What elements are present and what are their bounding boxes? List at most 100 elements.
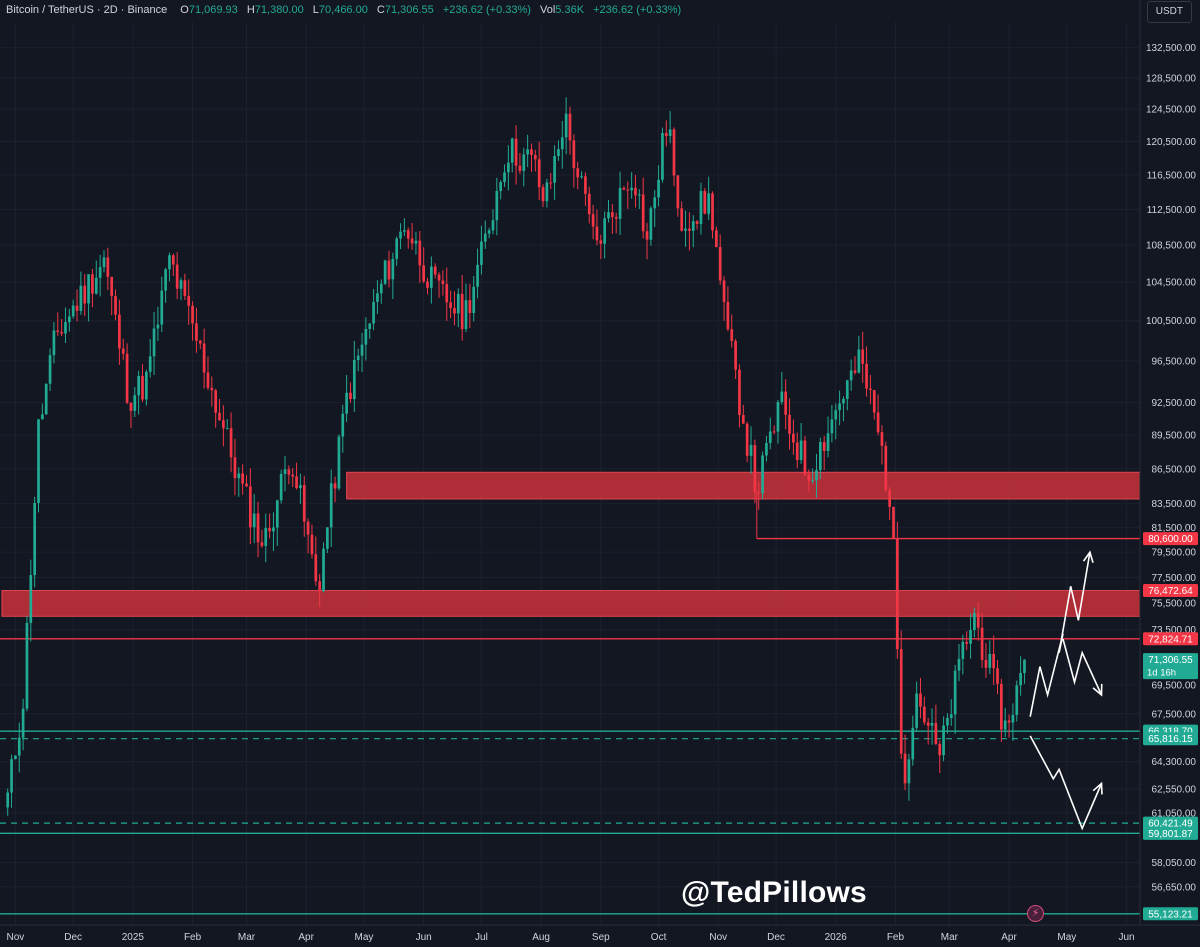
y-tick-label: 128,500.00 — [1146, 74, 1196, 85]
candle-up — [668, 129, 672, 137]
author-watermark: @TedPillows — [681, 876, 867, 909]
candle-up — [526, 149, 529, 155]
candle-up — [52, 330, 56, 356]
candle-up — [360, 344, 364, 356]
candle-down — [757, 492, 761, 494]
candle-up — [252, 513, 256, 528]
candle-down — [622, 187, 626, 190]
candle-up — [553, 155, 556, 183]
candle-up — [329, 483, 333, 528]
candle-down — [468, 300, 472, 313]
candle-up — [322, 548, 325, 592]
candle-up — [930, 723, 934, 726]
candle-down — [56, 330, 60, 332]
candle-up — [545, 182, 549, 202]
candle-down — [992, 653, 995, 669]
y-tick-label: 92,500.00 — [1152, 398, 1197, 409]
candle-down — [1007, 720, 1011, 723]
candle-up — [391, 258, 395, 280]
candle-up — [356, 355, 360, 361]
candle-up — [476, 264, 479, 287]
candle-down — [202, 343, 206, 373]
candle-down — [568, 113, 572, 141]
candle-down — [175, 264, 179, 289]
candle-up — [953, 670, 957, 715]
y-tick-label: 120,500.00 — [1146, 137, 1196, 148]
candle-down — [614, 217, 618, 219]
projection-bullish-arrow-arrowhead — [1082, 550, 1094, 563]
y-tick-label: 96,500.00 — [1152, 356, 1197, 367]
lightning-icon[interactable]: ⚡ — [1027, 905, 1044, 922]
candle-down — [287, 469, 291, 475]
close-label: C — [376, 4, 385, 16]
candle-down — [641, 194, 645, 232]
candle-up — [341, 413, 345, 437]
symbol-title[interactable]: Bitcoin / TetherUS · 2D · Binance — [6, 4, 168, 16]
candle-down — [938, 743, 942, 756]
candle-up — [383, 260, 387, 284]
candle-down — [680, 208, 684, 231]
candle-down — [865, 363, 868, 389]
candle-up — [799, 440, 803, 460]
x-tick-label: Jun — [416, 932, 432, 943]
candle-up — [499, 182, 503, 192]
projection-bearish-arrow-arrowhead — [1092, 781, 1103, 795]
candles — [6, 97, 1026, 816]
candle-up — [1015, 685, 1019, 715]
candle-up — [564, 113, 568, 138]
y-tick-label: 81,500.00 — [1152, 523, 1197, 534]
candle-up — [684, 228, 687, 231]
x-tick-label: Feb — [184, 932, 202, 943]
candle-down — [187, 295, 191, 306]
candle-down — [426, 281, 429, 288]
candle-up — [48, 355, 52, 384]
candle-down — [664, 133, 668, 137]
candle-up — [1019, 672, 1022, 686]
candle-up — [1011, 714, 1015, 723]
candle-up — [272, 527, 275, 532]
x-tick-label: Nov — [7, 932, 25, 943]
candle-down — [171, 255, 175, 265]
y-tick-label: 83,500.00 — [1152, 499, 1197, 510]
candle-up — [33, 503, 37, 576]
x-tick-label: Dec — [64, 932, 82, 943]
candle-down — [541, 187, 545, 202]
candle-up — [472, 286, 476, 313]
candle-down — [183, 280, 187, 296]
candle-down — [584, 176, 587, 194]
candle-down — [703, 190, 707, 214]
candle-up — [403, 230, 406, 232]
price-tag — [1143, 907, 1198, 921]
candle-up — [907, 759, 911, 784]
candle-up — [761, 455, 764, 494]
candle-down — [387, 260, 391, 280]
candle-down — [626, 189, 630, 191]
candle-down — [803, 440, 807, 475]
candle-up — [630, 187, 633, 191]
price-tag — [1143, 653, 1198, 680]
candle-down — [718, 247, 722, 281]
y-tick-label: 116,500.00 — [1147, 170, 1197, 181]
candle-down — [422, 265, 425, 282]
candle-down — [572, 140, 576, 169]
candle-up — [845, 380, 849, 399]
countdown-label: 1d 16h — [1147, 668, 1176, 679]
candle-up — [510, 138, 514, 163]
candle-up — [618, 187, 622, 219]
candle-up — [41, 414, 44, 420]
candle-up — [37, 419, 40, 504]
candle-up — [503, 172, 506, 183]
projection-pullback-arrow — [1062, 638, 1103, 696]
x-tick-label: Nov — [709, 932, 727, 943]
time-axis-background — [0, 925, 1200, 947]
currency-button[interactable]: USDT — [1146, 1, 1192, 23]
candle-up — [148, 356, 152, 372]
candle-up — [842, 398, 845, 404]
candle-down — [980, 627, 984, 660]
high-value: 71,380.00 — [254, 4, 304, 16]
candle-up — [480, 241, 483, 265]
candle-down — [984, 659, 988, 668]
candle-down — [599, 240, 603, 244]
